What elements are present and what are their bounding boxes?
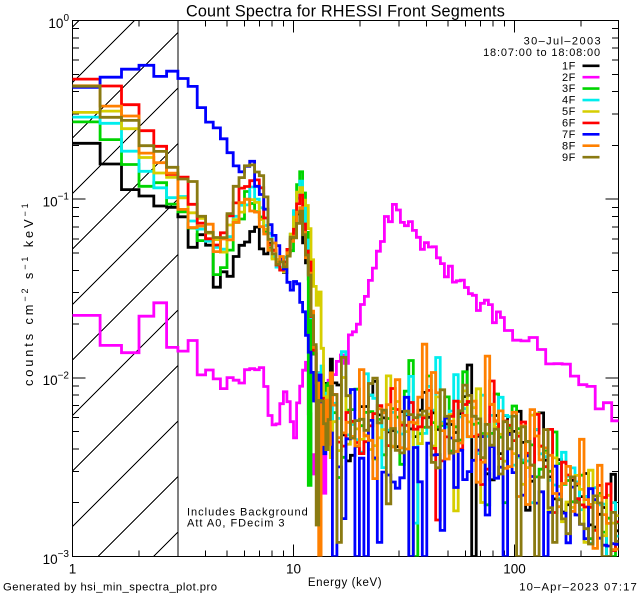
svg-text:2F: 2F (562, 72, 576, 84)
svg-text:6F: 6F (562, 118, 576, 130)
svg-text:10: 10 (286, 562, 301, 577)
svg-text:30–Jul–2003: 30–Jul–2003 (524, 36, 602, 48)
svg-text:1: 1 (69, 562, 77, 577)
svg-text:1F: 1F (562, 60, 576, 72)
svg-text:Generated by hsi_min_spectra_p: Generated by hsi_min_spectra_plot.pro (3, 582, 217, 594)
svg-text:8F: 8F (562, 140, 576, 152)
svg-text:Att A0, FDecim 3: Att A0, FDecim 3 (187, 518, 286, 530)
svg-text:10–Apr–2023 07:17: 10–Apr–2023 07:17 (519, 582, 638, 594)
svg-text:Energy (keV): Energy (keV) (308, 577, 382, 589)
svg-text:18:07:00 to 18:08:00: 18:07:00 to 18:08:00 (483, 47, 601, 59)
svg-text:Includes Background: Includes Background (187, 506, 309, 518)
svg-text:4F: 4F (562, 95, 576, 107)
svg-text:3F: 3F (562, 83, 576, 95)
svg-text:100: 100 (503, 562, 526, 577)
svg-text:5F: 5F (562, 106, 576, 118)
svg-text:Count Spectra for RHESSI Front: Count Spectra for RHESSI Front Segments (186, 3, 505, 21)
svg-text:counts cm−2 s−1 keV−1: counts cm−2 s−1 keV−1 (20, 194, 36, 386)
svg-text:7F: 7F (562, 129, 576, 141)
svg-text:9F: 9F (562, 152, 576, 164)
